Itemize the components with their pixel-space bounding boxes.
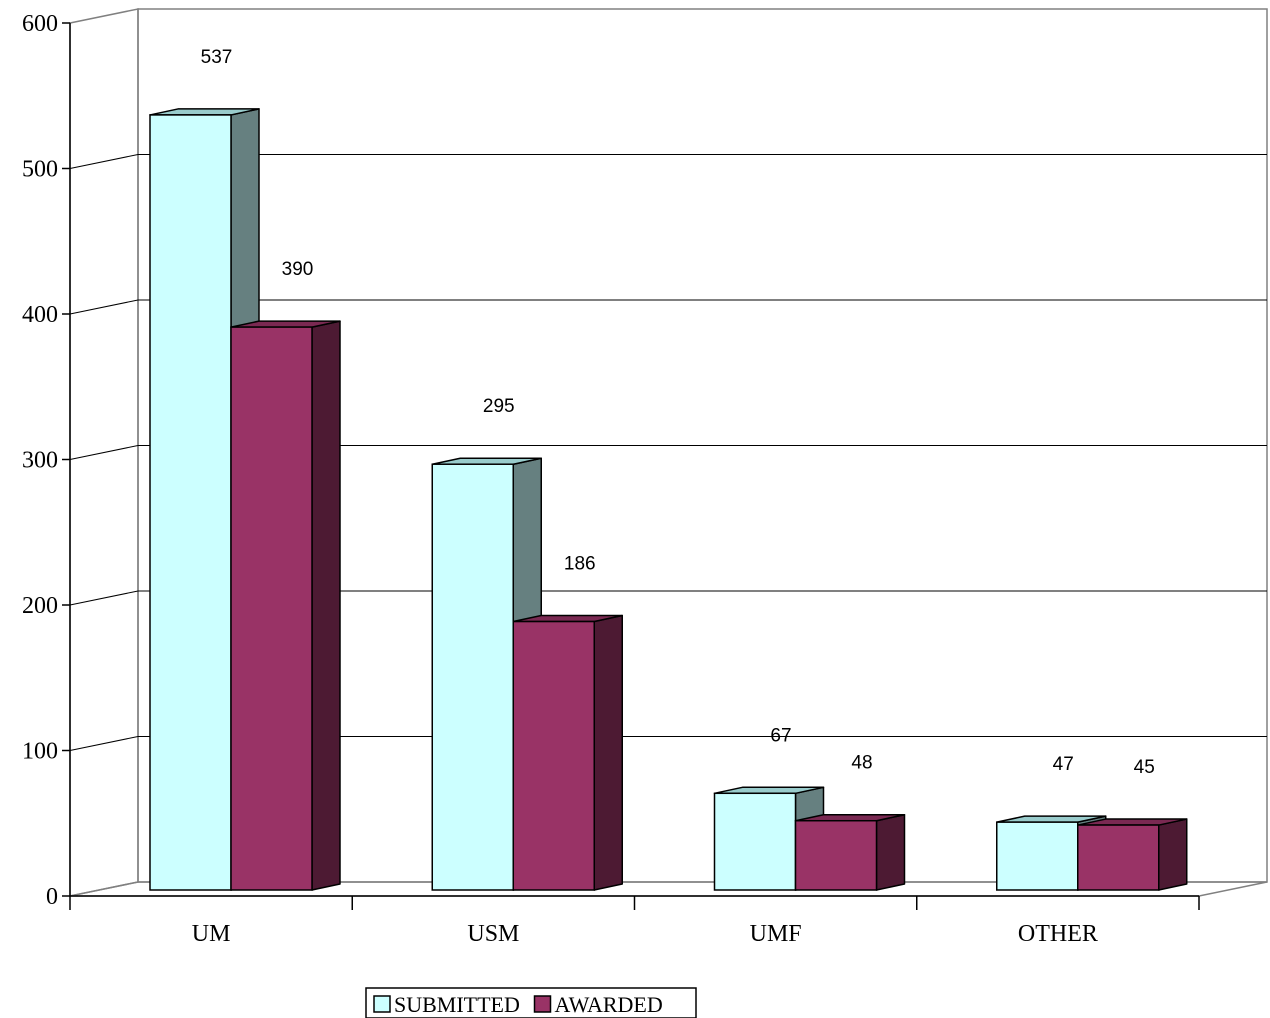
legend-swatch [373,995,391,1013]
bar-side-awarded [1158,818,1188,891]
x-category-label: UM [192,921,231,947]
bar-awarded [794,819,878,891]
gridline-side [69,299,139,315]
gridline-side [69,590,139,606]
data-label: 186 [564,554,596,575]
bar-awarded [512,620,595,891]
y-axis-ticks: 0 100 200 300 400 500 600 [22,11,70,910]
legend: SUBMITTED AWARDED [365,987,697,1018]
gridline-side [69,154,139,169]
x-category-label: OTHER [1018,921,1098,947]
data-label: 67 [770,725,791,746]
legend-swatch [533,995,552,1013]
bars [149,108,1188,891]
legend-entry: SUBMITTED [394,992,520,1017]
gridline-side [69,736,139,751]
bar-awarded [230,326,313,891]
bar-submitted [431,463,514,891]
legend-entry: AWARDED [555,992,663,1017]
y-tick-label: 100 [22,739,58,765]
legend-box [365,987,697,1018]
data-label: 295 [483,396,515,417]
data-labels: 537 390 295 186 67 48 47 45 [201,47,1155,778]
bar-side-awarded [875,813,906,891]
bar-submitted [996,821,1079,891]
bar-side-awarded [311,320,341,891]
data-label: 537 [201,47,233,68]
y-tick-label: 0 [46,884,58,910]
data-label: 47 [1053,754,1074,775]
x-category-label: UMF [750,921,802,947]
data-label: 45 [1134,757,1155,778]
y-tick-label: 500 [22,157,58,183]
data-label: 48 [851,753,872,774]
y-tick-label: 400 [22,302,58,328]
y-tick-label: 200 [22,593,58,619]
bar-submitted [713,792,797,891]
y-tick-label: 600 [22,11,58,37]
gridline-side [69,445,139,460]
bar-side-awarded [593,614,623,891]
data-label: 390 [282,259,314,280]
y-tick-label: 300 [22,448,58,474]
x-category-label: USM [467,921,519,947]
bar-awarded [1077,824,1160,891]
x-axis-categories: UM USM UMF OTHER [192,921,1098,947]
bar-submitted [149,114,232,891]
